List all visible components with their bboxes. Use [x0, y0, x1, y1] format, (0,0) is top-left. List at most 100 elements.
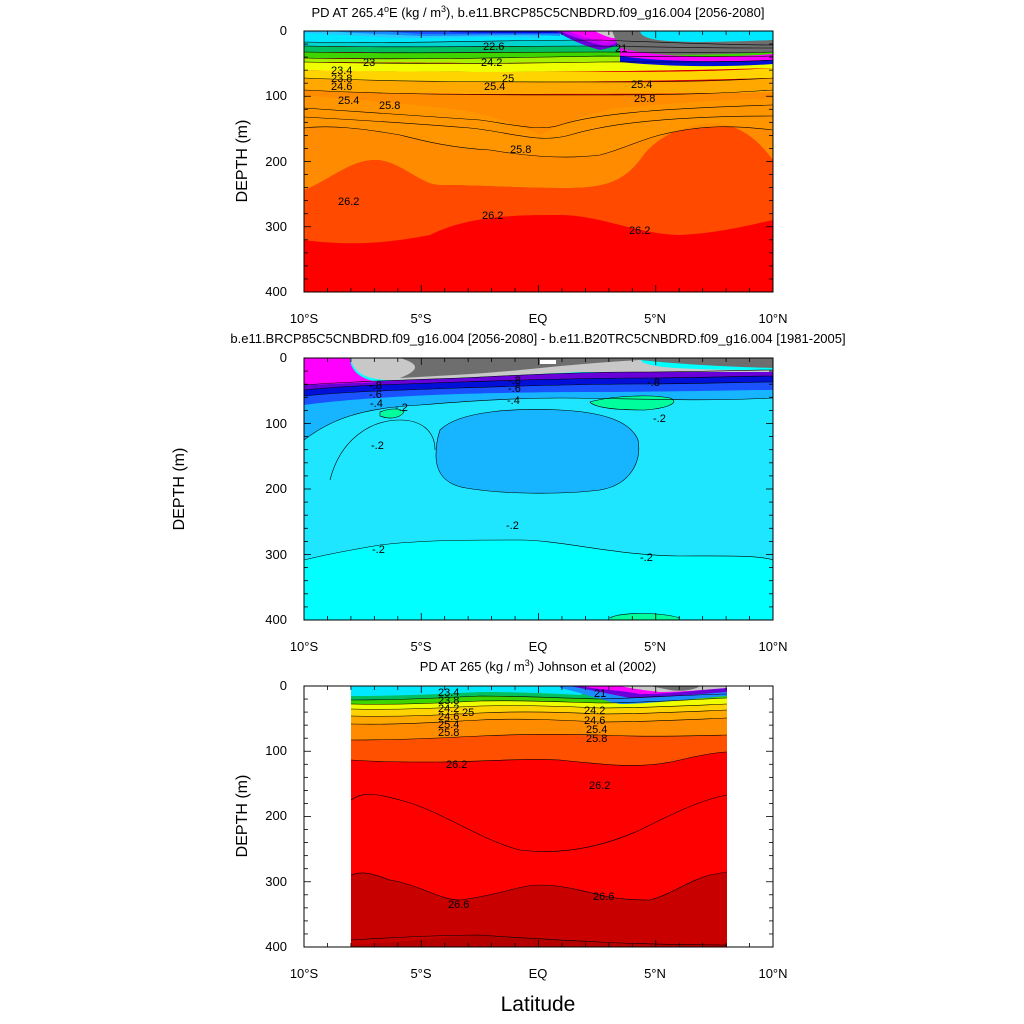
contour-label: 25	[462, 707, 474, 719]
contour-label: 21	[594, 688, 606, 700]
y-tick-label: 400	[265, 939, 287, 954]
contour-label: -.2	[506, 520, 519, 532]
y-tick-label: 300	[265, 874, 287, 889]
y-tick-label: 400	[265, 612, 287, 627]
panel-3-contour-lines	[350, 693, 728, 946]
contour-label: 26.2	[482, 210, 503, 222]
contour-label: 26.2	[629, 225, 650, 237]
contour-label: 23.8	[438, 695, 459, 707]
contour-label: 25.8	[586, 733, 607, 745]
y-tick-label: 300	[265, 219, 287, 234]
x-tick-label: EQ	[529, 311, 548, 326]
contour-label: 24.6	[584, 715, 605, 727]
panel-1-ticks	[303, 30, 774, 293]
y-axis-label: DEPTH (m)	[234, 775, 251, 858]
contour-label: 24.2	[481, 57, 502, 69]
panel-3-title: PD AT 265 (kg / m3) Johnson et al (2002)	[420, 658, 657, 674]
panel-1-xaxis: 10°S 5°S EQ 5°N 10°N	[290, 311, 788, 326]
panel-3-xaxis: 10°S 5°S EQ 5°N 10°N Latitude	[290, 966, 788, 1016]
contour-label: 24.6	[331, 81, 352, 93]
panel-2: b.e11.BRCP85C5CNBDRD.f09_g16.004 [2056-2…	[171, 331, 846, 654]
x-tick-label: 10°S	[290, 966, 319, 981]
contour-label: 22.6	[483, 41, 504, 53]
contour-label: 24.2	[584, 705, 605, 717]
contour-label: 25	[502, 73, 514, 85]
panel-1-title: PD AT 265.4oE (kg / m3), b.e11.BRCP85C5C…	[311, 4, 764, 20]
contour-label: -.8	[508, 375, 521, 387]
contour-label: -.4	[507, 395, 520, 407]
y-tick-label: 200	[265, 154, 287, 169]
x-tick-label: 10°N	[758, 639, 787, 654]
contour-label: -.4	[370, 398, 383, 410]
contour-label: 25.8	[438, 727, 459, 739]
contour-label: 25.4	[586, 724, 607, 736]
contour-label: 24.2	[438, 703, 459, 715]
contour-label: -.6	[508, 383, 521, 395]
y-axis-label: DEPTH (m)	[171, 448, 188, 531]
y-tick-label: 100	[265, 88, 287, 103]
contour-label: -.6	[369, 389, 382, 401]
contour-label: 25.4	[438, 719, 459, 731]
contour-label: -.2	[395, 402, 408, 414]
x-tick-label: EQ	[529, 639, 548, 654]
contour-label: 23.8	[331, 73, 352, 85]
contour-label: 21	[615, 43, 627, 55]
x-tick-label: EQ	[529, 966, 548, 981]
panel-3-contour-labels: 23.4 23.8 24.2 24.6 25 25.4 25.8 26.2 26…	[438, 687, 614, 911]
panel-1-contour-lines	[304, 39, 773, 158]
contour-label: 23	[363, 57, 375, 69]
y-tick-label: 0	[280, 23, 287, 38]
panel-1: PD AT 265.4oE (kg / m3), b.e11.BRCP85C5C…	[234, 4, 788, 326]
contour-label: 25.8	[379, 100, 400, 112]
contour-label: -.2	[371, 440, 384, 452]
contour-label: 23.4	[438, 687, 459, 699]
contour-label: 26.2	[338, 196, 359, 208]
y-axis-label: DEPTH (m)	[234, 120, 251, 203]
contour-label: 25.4	[338, 95, 359, 107]
y-tick-label: 200	[265, 481, 287, 496]
x-tick-label: 10°N	[758, 311, 787, 326]
contour-label: -.2	[372, 544, 385, 556]
panel-2-contour-labels: -.8 -.6 -.4 -.2 -.2 -.2 -.2 -.8 -.6 -.4 …	[369, 375, 666, 564]
panel-3-yaxis: DEPTH (m) 0 100 200 300 400	[234, 678, 287, 954]
panel-2-contour-fill	[304, 358, 773, 620]
y-tick-label: 0	[280, 678, 287, 693]
contour-label: -.8	[369, 380, 382, 392]
contour-label: 24.6	[438, 711, 459, 723]
contour-label: 25.8	[510, 144, 531, 156]
panel-3-ticks	[303, 685, 774, 948]
contour-label: 26.6	[593, 891, 614, 903]
panel-2-title: b.e11.BRCP85C5CNBDRD.f09_g16.004 [2056-2…	[230, 331, 845, 346]
contour-label: 25.4	[484, 81, 505, 93]
y-tick-label: 200	[265, 808, 287, 823]
panel-2-yaxis: DEPTH (m) 0 100 200 300 400	[171, 350, 287, 627]
y-tick-label: 400	[265, 284, 287, 299]
contour-label: -.8	[647, 377, 660, 389]
contour-label: 26.2	[446, 759, 467, 771]
x-tick-label: 10°S	[290, 311, 319, 326]
x-tick-label: 5°S	[410, 311, 431, 326]
contour-label: 26.6	[448, 899, 469, 911]
y-tick-label: 0	[280, 350, 287, 365]
x-tick-label: 10°S	[290, 639, 319, 654]
panel-2-contour-lines	[304, 369, 773, 619]
panel-2-ticks	[303, 357, 774, 621]
panel-1-contour-labels: 22.6 23 23.4 23.8 24.2 24.6 25 25.4 25.8…	[331, 41, 655, 237]
contour-label: -.2	[640, 552, 653, 564]
y-tick-label: 300	[265, 547, 287, 562]
x-tick-label: 5°N	[644, 966, 666, 981]
y-tick-label: 100	[265, 743, 287, 758]
panel-1-yaxis: DEPTH (m) 0 100 200 300 400	[234, 23, 287, 299]
contour-label: -.2	[653, 413, 666, 425]
contour-label: 25.8	[634, 93, 655, 105]
x-tick-label: 5°N	[644, 639, 666, 654]
panel-1-contour-fill	[304, 31, 773, 292]
contour-label: 23.4	[331, 65, 352, 77]
x-tick-label: 5°S	[410, 639, 431, 654]
panel-2-xaxis: 10°S 5°S EQ 5°N 10°N	[290, 639, 788, 654]
panel-3: PD AT 265 (kg / m3) Johnson et al (2002)	[234, 658, 788, 1016]
x-tick-label: 10°N	[758, 966, 787, 981]
contour-label: 25.4	[631, 79, 652, 91]
contour-label: 26.2	[589, 780, 610, 792]
